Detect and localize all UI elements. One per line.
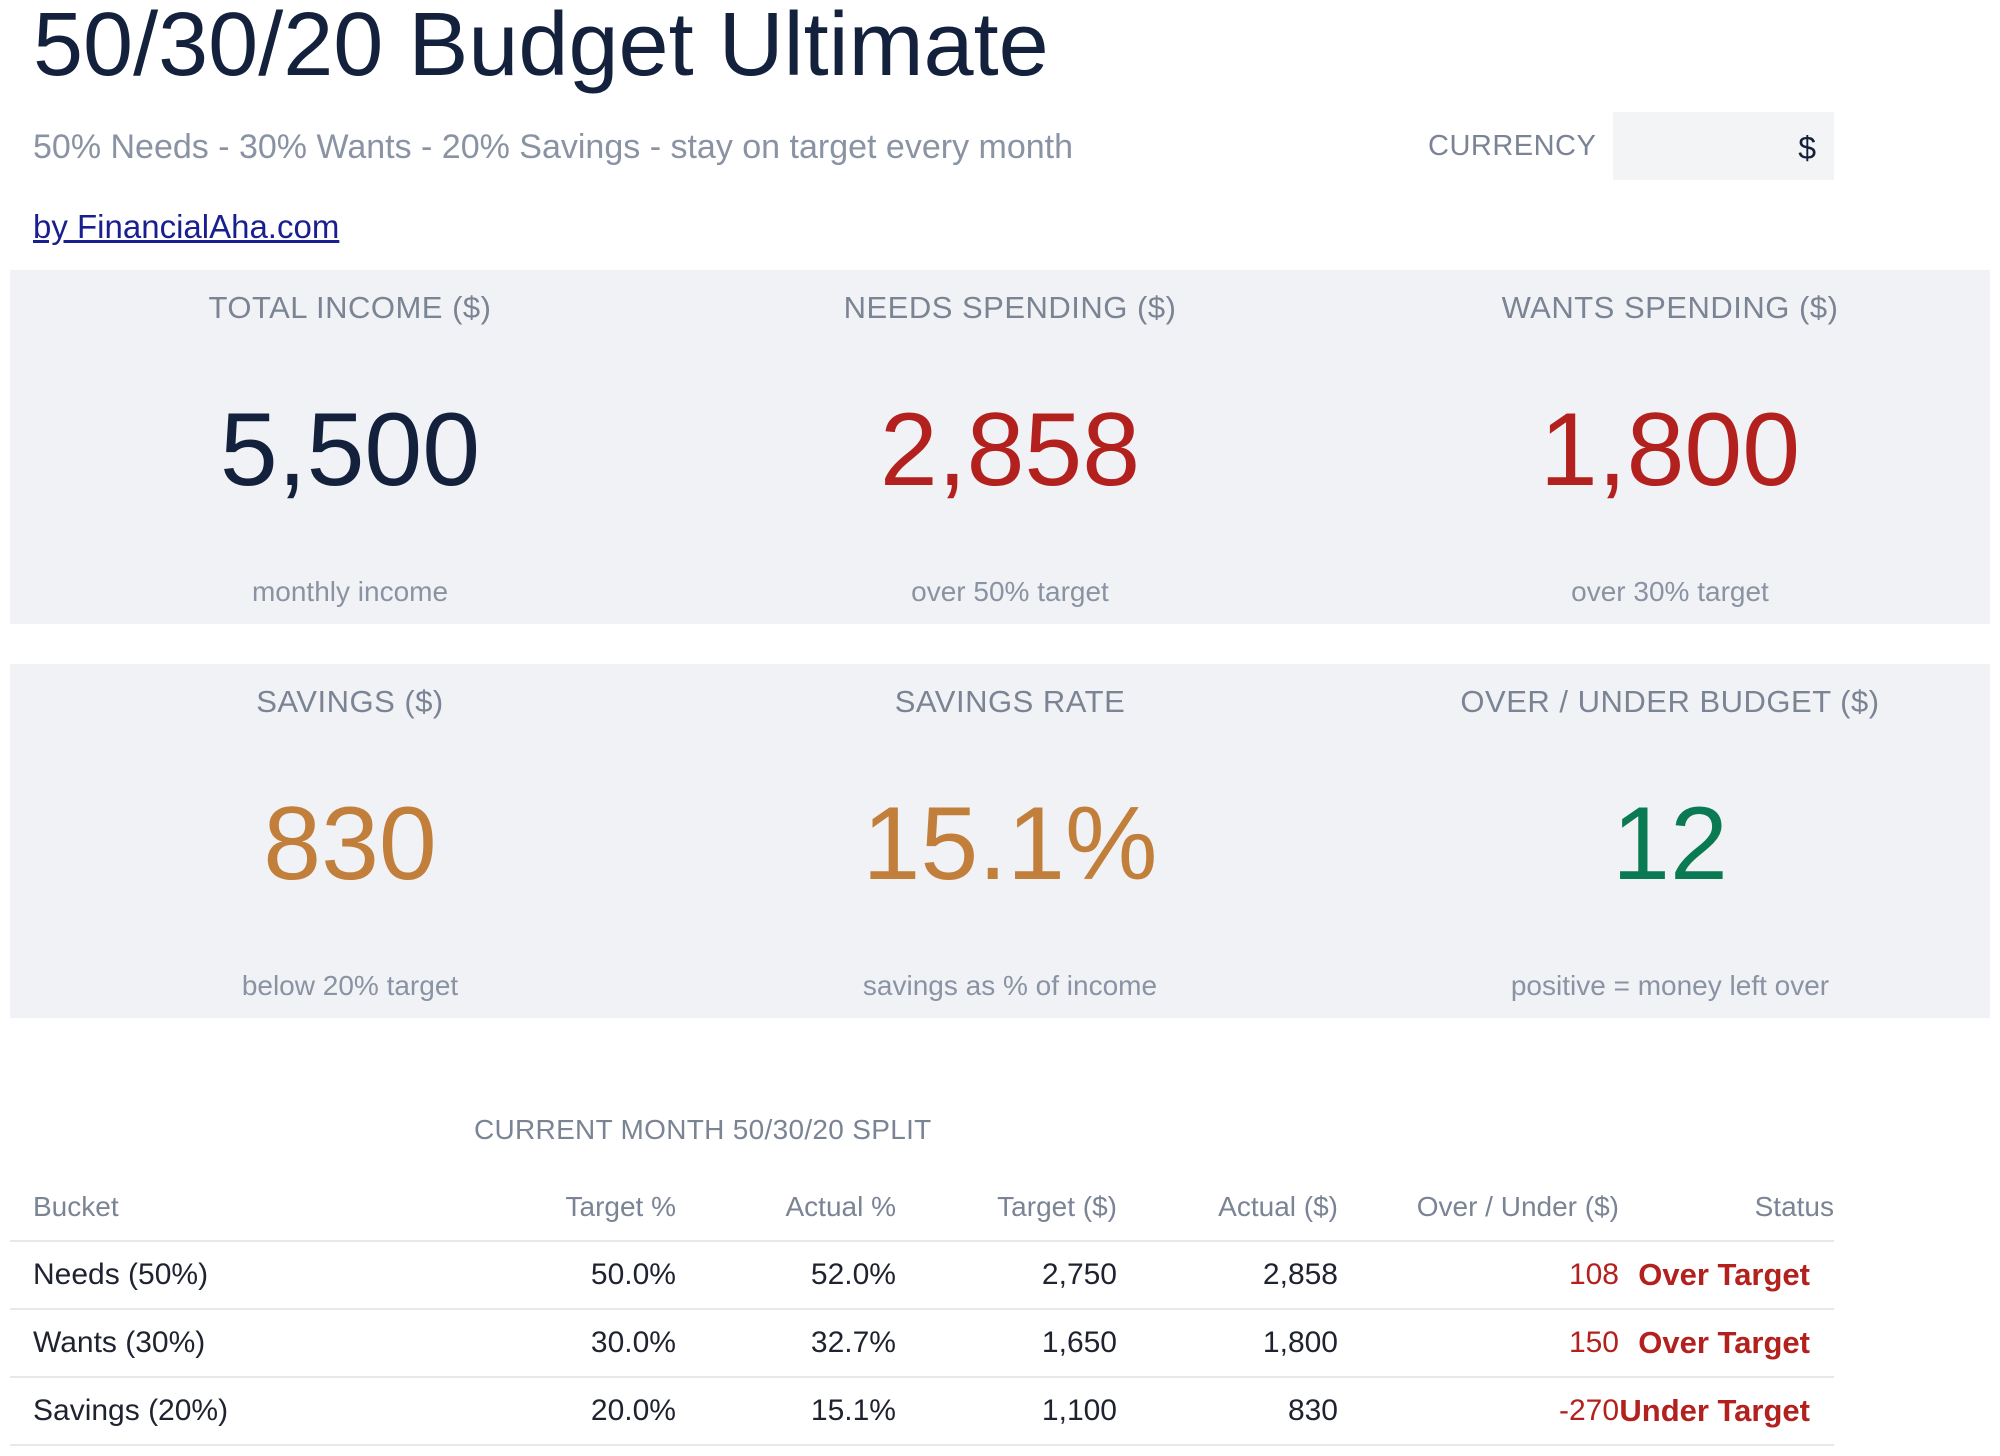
column-header: Status bbox=[1754, 1191, 1834, 1222]
kpi-savings-rate: SAVINGS RATE 15.1% savings as % of incom… bbox=[680, 664, 1340, 1018]
kpi-sub: positive = money left over bbox=[1510, 970, 1830, 1001]
kpi-value: 1,800 bbox=[1539, 392, 1801, 508]
actual-amt-cell: 1,800 bbox=[1262, 1326, 1338, 1359]
table-row: Needs (50%) 50.0% 52.0% 2,750 2,858 108 … bbox=[10, 1242, 1834, 1310]
kpi-value: 15.1% bbox=[862, 786, 1158, 902]
kpi-over-under-budget: OVER / UNDER BUDGET ($) 12 positive = mo… bbox=[1340, 664, 2000, 1018]
kpi-label: SAVINGS RATE bbox=[894, 684, 1126, 719]
split-table: Bucket Target % Actual % Target ($) Actu… bbox=[10, 1174, 1834, 1446]
actual-amt-cell: 830 bbox=[1287, 1394, 1338, 1427]
target-pct-cell: 30.0% bbox=[590, 1326, 676, 1359]
actual-amt-cell: 2,858 bbox=[1262, 1258, 1338, 1291]
column-header: Bucket bbox=[33, 1191, 119, 1222]
currency-label: CURRENCY bbox=[1428, 130, 1597, 162]
split-section-title: CURRENT MONTH 50/30/20 SPLIT bbox=[474, 1114, 932, 1145]
bucket-cell: Needs (50%) bbox=[33, 1258, 209, 1291]
target-amt-cell: 1,650 bbox=[1041, 1326, 1117, 1359]
column-header: Actual ($) bbox=[1218, 1191, 1338, 1222]
kpi-sub: over 30% target bbox=[1571, 576, 1769, 607]
status-badge: Under Target bbox=[1619, 1393, 1810, 1428]
table-row: Savings (20%) 20.0% 15.1% 1,100 830 -270… bbox=[10, 1378, 1834, 1446]
page-title: 50/30/20 Budget Ultimate bbox=[33, 0, 1049, 95]
kpi-savings: SAVINGS ($) 830 below 20% target bbox=[20, 664, 680, 1018]
kpi-panel-top: TOTAL INCOME ($) 5,500 monthly income NE… bbox=[10, 270, 1990, 624]
currency-input[interactable]: $ bbox=[1613, 112, 1834, 180]
table-row: Wants (30%) 30.0% 32.7% 1,650 1,800 150 … bbox=[10, 1310, 1834, 1378]
target-pct-cell: 50.0% bbox=[590, 1258, 676, 1291]
byline-link[interactable]: by FinancialAha.com bbox=[33, 208, 340, 245]
bucket-cell: Savings (20%) bbox=[33, 1394, 229, 1427]
kpi-label: OVER / UNDER BUDGET ($) bbox=[1460, 684, 1880, 719]
kpi-value: 5,500 bbox=[219, 392, 481, 508]
kpi-sub: below 20% target bbox=[241, 970, 459, 1001]
column-header: Target % bbox=[565, 1191, 677, 1222]
kpi-value: 830 bbox=[263, 786, 437, 902]
bucket-cell: Wants (30%) bbox=[33, 1326, 206, 1359]
kpi-value: 2,858 bbox=[879, 392, 1141, 508]
actual-pct-cell: 15.1% bbox=[810, 1394, 896, 1427]
kpi-sub: monthly income bbox=[251, 576, 449, 607]
over-under-cell: -270 bbox=[1558, 1394, 1619, 1427]
column-header: Over / Under ($) bbox=[1416, 1191, 1619, 1222]
kpi-label: WANTS SPENDING ($) bbox=[1501, 290, 1839, 325]
kpi-label: TOTAL INCOME ($) bbox=[208, 290, 492, 325]
currency-value: $ bbox=[1798, 130, 1816, 166]
target-pct-cell: 20.0% bbox=[590, 1394, 676, 1427]
column-header: Target ($) bbox=[997, 1191, 1117, 1222]
kpi-sub: savings as % of income bbox=[862, 970, 1158, 1001]
over-under-cell: 150 bbox=[1568, 1326, 1619, 1359]
kpi-needs-spending: NEEDS SPENDING ($) 2,858 over 50% target bbox=[680, 270, 1340, 624]
status-badge: Over Target bbox=[1638, 1325, 1810, 1360]
actual-pct-cell: 52.0% bbox=[810, 1258, 896, 1291]
actual-pct-cell: 32.7% bbox=[810, 1326, 896, 1359]
column-header: Actual % bbox=[785, 1191, 897, 1222]
kpi-sub: over 50% target bbox=[911, 576, 1109, 607]
table-header-row: Bucket Target % Actual % Target ($) Actu… bbox=[10, 1174, 1834, 1242]
kpi-label: SAVINGS ($) bbox=[256, 684, 444, 719]
target-amt-cell: 2,750 bbox=[1041, 1258, 1117, 1291]
page-subtitle: 50% Needs - 30% Wants - 20% Savings - st… bbox=[33, 128, 1074, 166]
kpi-value: 12 bbox=[1612, 786, 1728, 902]
kpi-total-income: TOTAL INCOME ($) 5,500 monthly income bbox=[20, 270, 680, 624]
over-under-cell: 108 bbox=[1568, 1258, 1619, 1291]
kpi-label: NEEDS SPENDING ($) bbox=[843, 290, 1177, 325]
target-amt-cell: 1,100 bbox=[1041, 1394, 1117, 1427]
kpi-panel-bottom: SAVINGS ($) 830 below 20% target SAVINGS… bbox=[10, 664, 1990, 1018]
status-badge: Over Target bbox=[1638, 1257, 1810, 1292]
kpi-wants-spending: WANTS SPENDING ($) 1,800 over 30% target bbox=[1340, 270, 2000, 624]
